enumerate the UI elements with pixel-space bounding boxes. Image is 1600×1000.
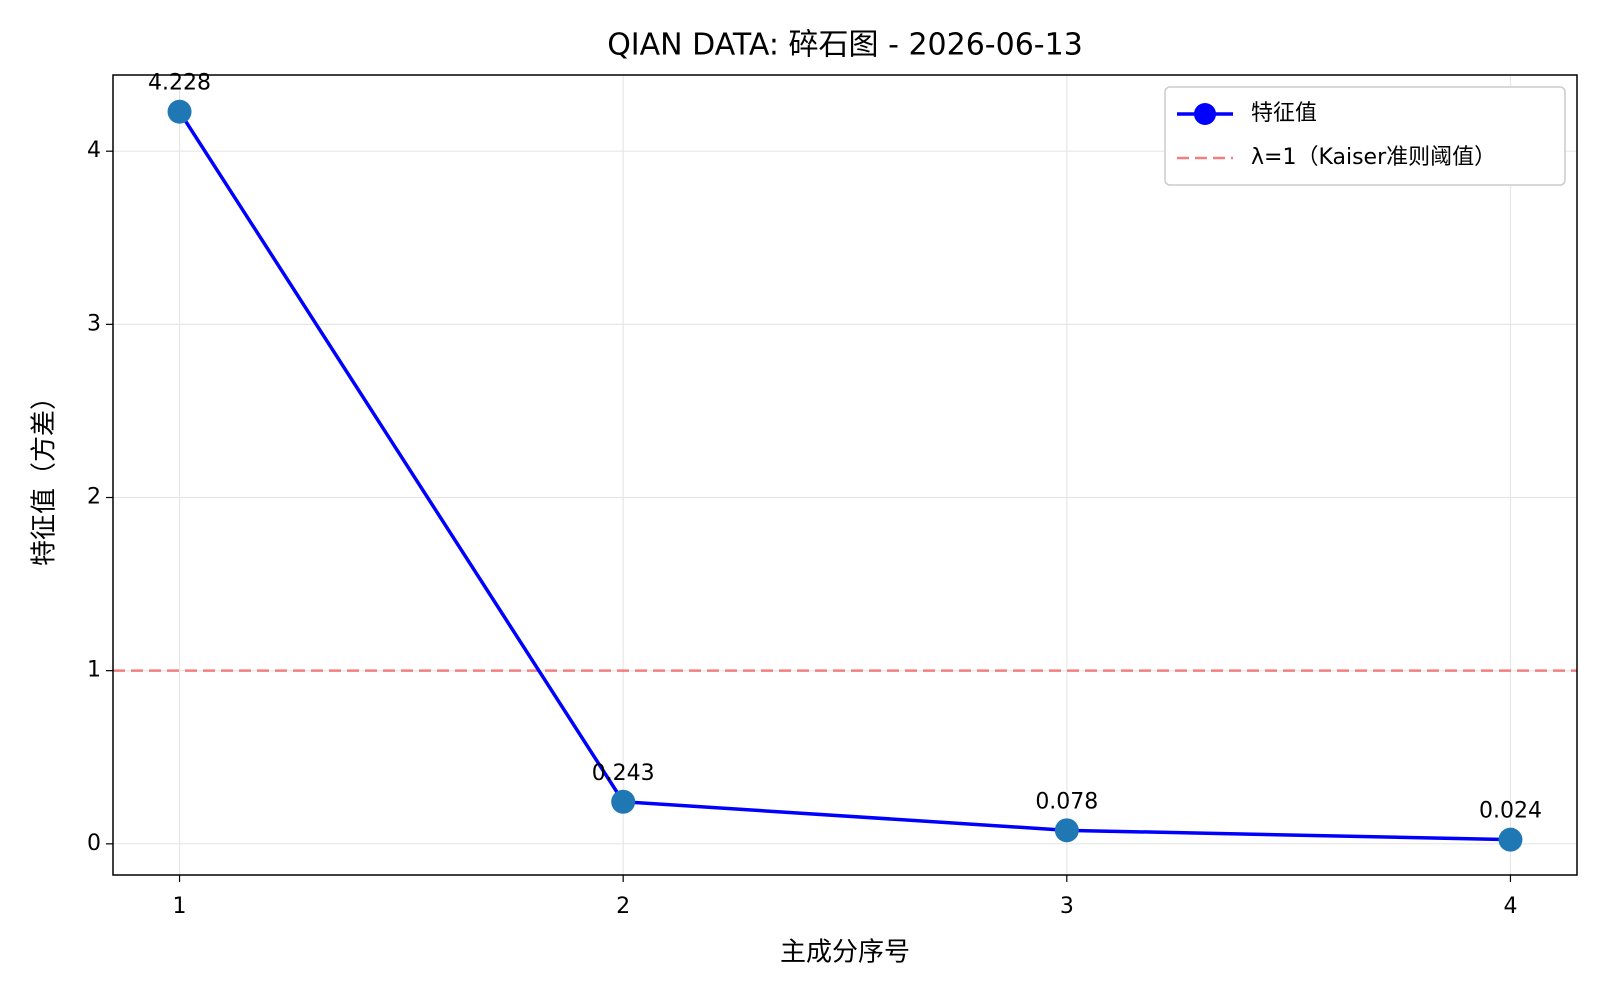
x-tick-label: 1 bbox=[173, 894, 187, 919]
x-tick-label: 3 bbox=[1060, 894, 1074, 919]
data-label: 0.024 bbox=[1479, 799, 1542, 824]
point bbox=[167, 99, 192, 124]
series-line bbox=[178, 110, 1511, 842]
y-tick-label: 2 bbox=[87, 485, 101, 510]
data-label: 0.078 bbox=[1035, 789, 1098, 814]
plot-frame bbox=[112, 74, 1578, 876]
y-tick-label: 4 bbox=[87, 138, 101, 163]
point bbox=[1054, 818, 1079, 843]
legend-label: 特征值 bbox=[1251, 101, 1317, 126]
y-tick-label: 1 bbox=[87, 658, 101, 683]
x-tick-label: 4 bbox=[1503, 894, 1517, 919]
legend-marker bbox=[1194, 103, 1216, 125]
chart-title: QIAN DATA: 碎石图 - 2026-06-13 bbox=[607, 28, 1083, 63]
legend-box bbox=[1164, 86, 1566, 186]
legend: 特征值 λ=1（Kaiser准则阈值） bbox=[1164, 86, 1566, 186]
data-label: 0.243 bbox=[592, 761, 655, 786]
point bbox=[611, 789, 636, 814]
x-tick-label: 2 bbox=[616, 894, 630, 919]
legend-label: λ=1（Kaiser准则阈值） bbox=[1251, 145, 1496, 170]
y-tick-label: 0 bbox=[87, 831, 101, 856]
point bbox=[1498, 827, 1523, 852]
y-tick-label: 3 bbox=[87, 311, 101, 336]
x-axis-label: 主成分序号 bbox=[780, 938, 910, 968]
y-axis-label: 特征值（方差） bbox=[30, 384, 60, 566]
